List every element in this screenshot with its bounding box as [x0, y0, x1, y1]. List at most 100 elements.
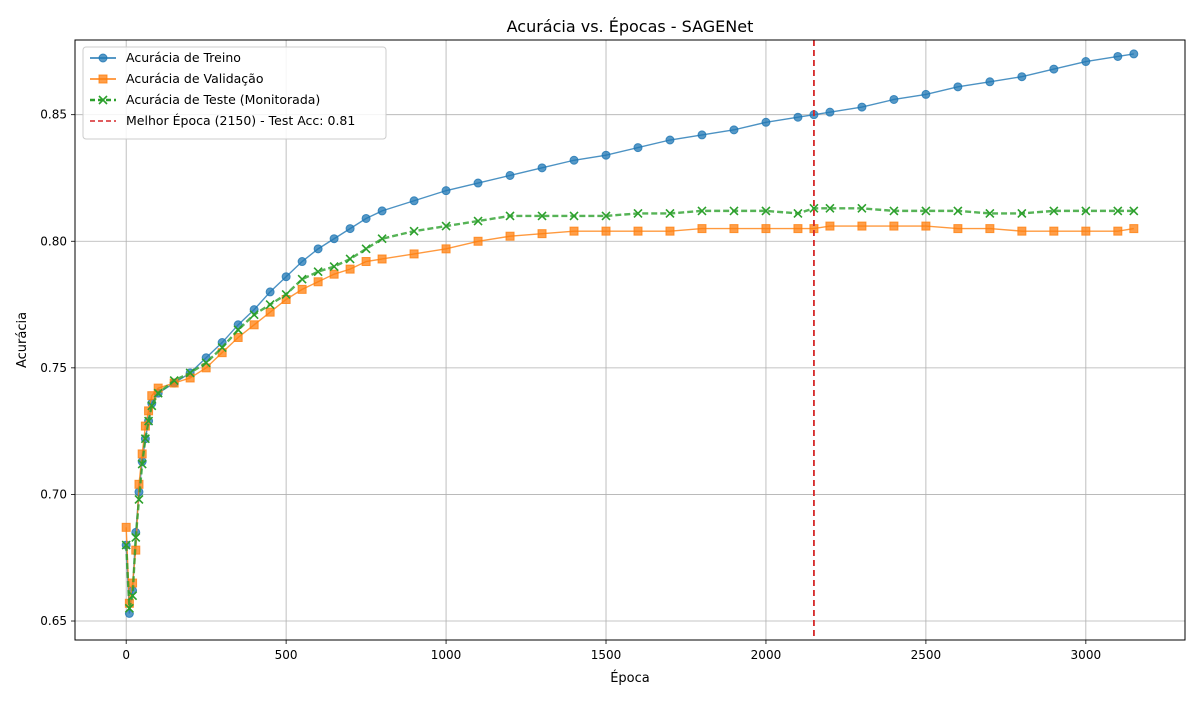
data-point [1113, 226, 1123, 236]
data-point [953, 224, 963, 234]
data-point [121, 540, 131, 550]
x-marker-stroke [985, 208, 995, 218]
axes-frame [74, 39, 1186, 641]
data-point [361, 244, 371, 254]
data-point [144, 406, 154, 416]
x-marker-stroke [144, 416, 154, 426]
data-point [137, 449, 147, 459]
x-marker-stroke [793, 208, 803, 218]
data-point [537, 163, 547, 173]
x-marker-stroke [857, 203, 867, 213]
series-circle [121, 49, 1139, 618]
x-marker-stroke [921, 206, 931, 216]
data-point [313, 267, 323, 277]
data-point [297, 257, 307, 267]
x-marker-stroke [134, 494, 144, 505]
data-point [809, 203, 819, 213]
data-point [921, 221, 931, 231]
x-marker-stroke [409, 226, 419, 236]
data-point [825, 107, 835, 117]
data-point [825, 221, 835, 231]
data-point [601, 211, 611, 221]
data-point [825, 203, 835, 213]
x-marker-stroke [297, 274, 307, 284]
x-marker-stroke [147, 401, 157, 411]
data-point [889, 221, 899, 231]
data-point [265, 307, 275, 317]
data-point [537, 229, 547, 239]
x-marker-stroke [377, 234, 387, 244]
x-marker-stroke [1049, 206, 1059, 216]
x-marker-stroke [1113, 206, 1123, 216]
data-point [665, 226, 675, 236]
data-point [697, 130, 707, 140]
data-point [217, 343, 227, 353]
y-tick-label: 0.70 [40, 487, 67, 501]
data-point [569, 226, 579, 236]
legend-item: Acurácia de Teste (Monitorada) [90, 92, 320, 107]
data-point [409, 196, 419, 206]
x-tick-label: 3000 [1071, 648, 1102, 662]
x-marker-stroke [281, 289, 291, 299]
series-layer [121, 49, 1139, 618]
x-marker-stroke [569, 211, 579, 221]
x-marker-stroke [825, 203, 835, 213]
data-point [185, 368, 195, 378]
data-point [249, 320, 259, 330]
x-marker-stroke [1129, 206, 1139, 216]
x-marker-stroke [329, 262, 339, 272]
data-point [857, 203, 867, 213]
x-marker-stroke [169, 375, 179, 386]
data-point [761, 206, 771, 216]
data-point [793, 224, 803, 234]
legend-label: Acurácia de Treino [126, 50, 241, 65]
x-marker-stroke [361, 244, 371, 254]
data-point [281, 272, 291, 282]
data-point [377, 234, 387, 244]
x-marker-stroke [473, 216, 483, 226]
x-marker-stroke [124, 603, 134, 613]
x-marker-stroke [233, 325, 243, 335]
data-point [345, 254, 355, 264]
x-marker-stroke [137, 459, 147, 469]
data-point [857, 221, 867, 231]
data-point [953, 82, 963, 92]
data-point [281, 289, 291, 299]
data-point [761, 117, 771, 127]
data-point [473, 236, 483, 246]
data-point [665, 208, 675, 218]
data-point [265, 287, 275, 297]
data-point [313, 244, 323, 254]
data-point [361, 257, 371, 267]
data-point [1017, 208, 1027, 218]
data-point [729, 224, 739, 234]
x-marker-stroke [153, 388, 163, 398]
x-marker-stroke [217, 343, 227, 353]
data-point [889, 206, 899, 216]
x-marker-stroke [1081, 206, 1091, 216]
legend-item: Acurácia de Validação [90, 71, 263, 86]
x-marker-stroke [121, 540, 131, 550]
data-point [1113, 51, 1123, 61]
data-point [297, 274, 307, 284]
data-point [953, 206, 963, 216]
x-marker-stroke [601, 211, 611, 221]
data-point [1081, 206, 1091, 216]
data-point [1017, 226, 1027, 236]
data-point [1049, 226, 1059, 236]
legend-marker [98, 95, 108, 105]
series-x [121, 203, 1139, 613]
data-point [601, 150, 611, 160]
data-point [793, 112, 803, 122]
x-marker-stroke [128, 591, 138, 601]
data-point [473, 216, 483, 226]
data-point [505, 170, 515, 180]
data-point [169, 375, 179, 386]
x-marker-stroke [265, 299, 275, 310]
legend-label: Acurácia de Teste (Monitorada) [126, 92, 320, 107]
data-point [633, 208, 643, 218]
legend-item: Melhor Época (2150) - Test Acc: 0.81 [90, 113, 355, 128]
y-tick-label: 0.80 [40, 234, 67, 248]
legend-marker [98, 53, 108, 63]
